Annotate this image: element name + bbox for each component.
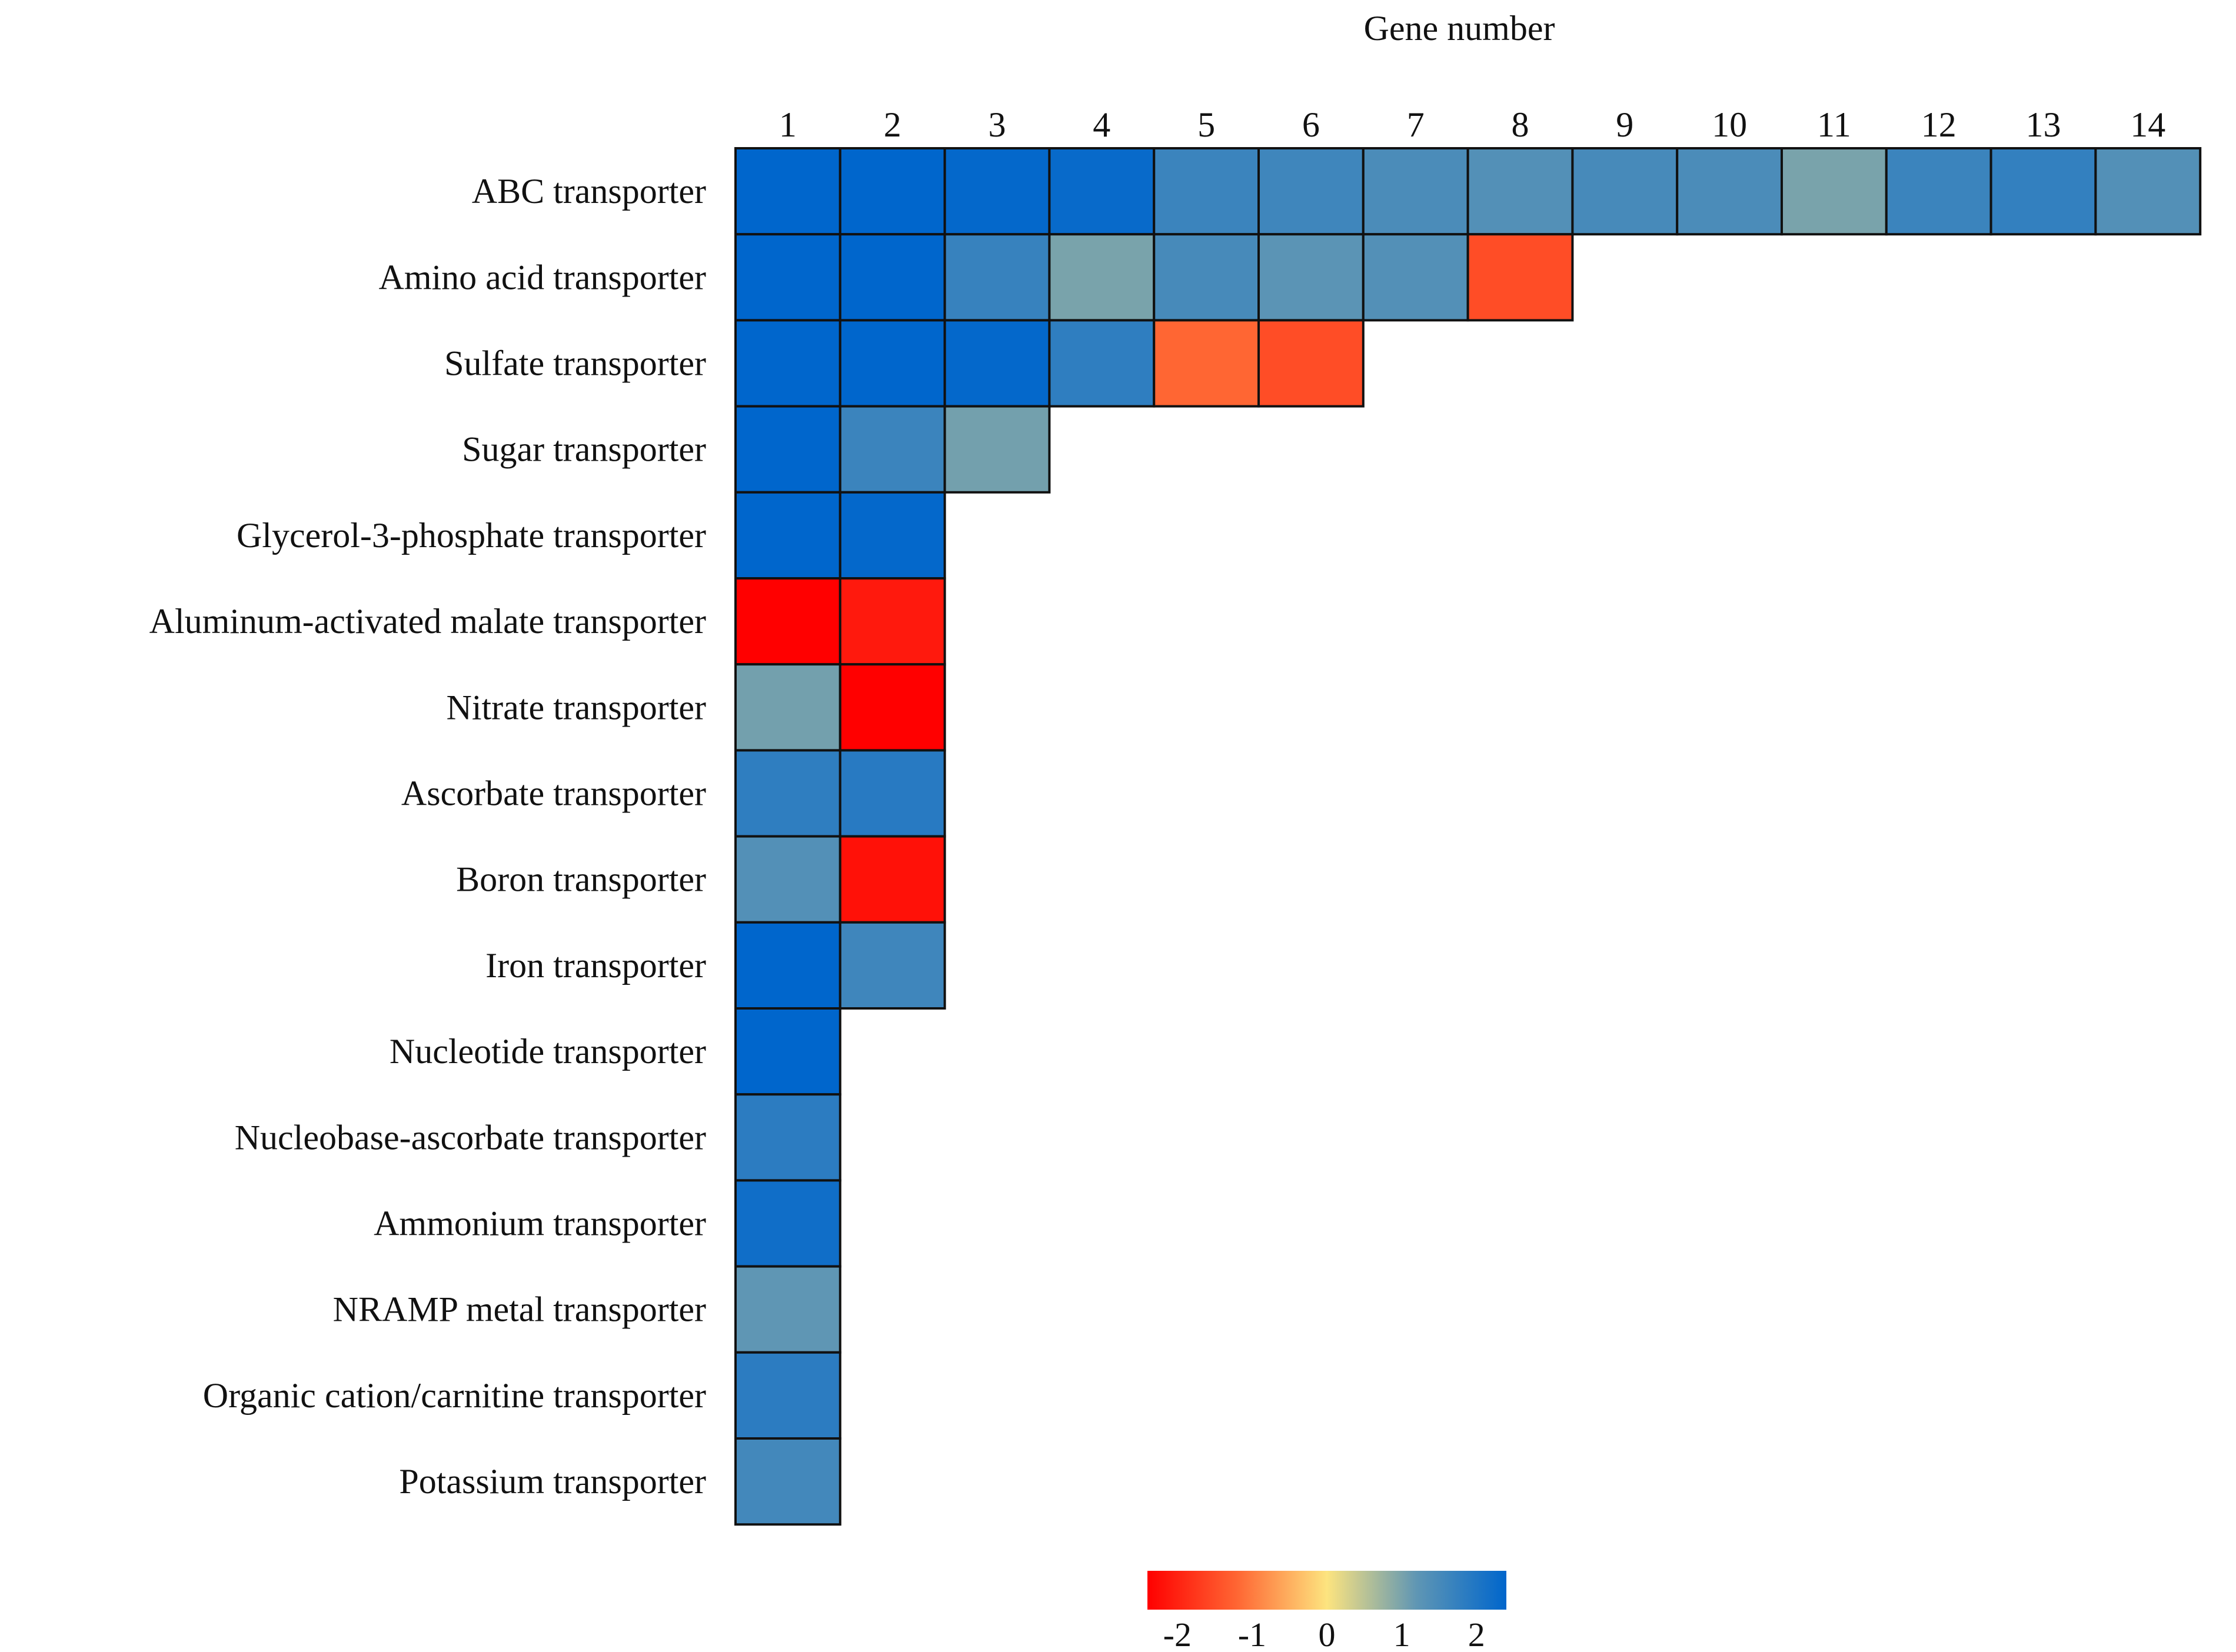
- heatmap-cell: [734, 147, 841, 236]
- row-label: Ascorbate transporter: [401, 774, 706, 813]
- heatmap-cell: [838, 491, 946, 579]
- heatmap-cell: [734, 1007, 841, 1096]
- colorbar: [1147, 1571, 1506, 1610]
- heatmap-cell: [838, 405, 946, 494]
- heatmap-cell: [734, 491, 841, 579]
- row-label: Nucleotide transporter: [390, 1032, 706, 1071]
- heatmap-cell: [1362, 147, 1469, 236]
- heatmap-cell: [838, 147, 946, 236]
- heatmap-cell: [734, 319, 841, 408]
- row-label: Sugar transporter: [462, 430, 706, 469]
- row-label: Nitrate transporter: [447, 688, 706, 727]
- heatmap-cells: [734, 147, 2202, 1526]
- heatmap-cell: [1676, 147, 1783, 236]
- heatmap-cell: [1257, 233, 1365, 322]
- colorbar-tick-label: 1: [1393, 1616, 1410, 1652]
- heatmap-cell: [838, 319, 946, 408]
- column-label: 8: [1512, 105, 1529, 144]
- column-label: 10: [1712, 105, 1747, 144]
- column-label: 11: [1817, 105, 1851, 144]
- heatmap-cell: [943, 147, 1051, 236]
- row-label: Nucleobase-ascorbate transporter: [235, 1118, 706, 1157]
- heatmap-cell: [1048, 233, 1156, 322]
- row-label: Potassium transporter: [399, 1462, 706, 1501]
- row-label: Aluminum-activated malate transporter: [149, 602, 706, 641]
- heatmap-cell: [1257, 319, 1365, 408]
- heatmap-cell: [1153, 233, 1260, 322]
- heatmap-cell: [838, 577, 946, 666]
- column-label: 14: [2130, 105, 2165, 144]
- heatmap-cell: [734, 233, 841, 322]
- heatmap-cell: [838, 835, 946, 924]
- colorbar-tick-label: 0: [1319, 1616, 1336, 1652]
- heatmap-cell: [734, 1179, 841, 1268]
- heatmap-cell: [943, 405, 1051, 494]
- heatmap-cell: [734, 835, 841, 924]
- column-label: 4: [1093, 105, 1110, 144]
- row-label: Ammonium transporter: [374, 1204, 706, 1243]
- row-labels: ABC transporter Amino acid transporter Sul…: [149, 172, 706, 1501]
- heatmap-cell: [734, 1093, 841, 1182]
- heatmap-cell: [1048, 319, 1156, 408]
- column-label: 1: [779, 105, 797, 144]
- heatmap-cell: [1466, 233, 1574, 322]
- x-axis-title: Gene number: [1364, 9, 1555, 48]
- heatmap-cell: [943, 319, 1051, 408]
- row-label: Organic cation/carnitine transporter: [203, 1376, 706, 1415]
- heatmap-cell: [734, 921, 841, 1010]
- row-label: NRAMP metal transporter: [333, 1290, 706, 1329]
- heatmap-cell: [734, 1351, 841, 1440]
- heatmap-cell: [1153, 147, 1260, 236]
- column-label: 3: [989, 105, 1006, 144]
- heatmap-cell: [1885, 147, 1992, 236]
- heatmap-cell: [734, 577, 841, 666]
- column-label: 7: [1407, 105, 1425, 144]
- heatmap-cell: [734, 663, 841, 752]
- row-label: Iron transporter: [485, 946, 706, 985]
- heatmap-cell: [838, 921, 946, 1010]
- heatmap-cell: [1153, 319, 1260, 408]
- column-label: 5: [1197, 105, 1215, 144]
- colorbar-tick-label: 2: [1468, 1616, 1485, 1652]
- heatmap-cell: [838, 233, 946, 322]
- heatmap-cell: [1257, 147, 1365, 236]
- heatmap-cell: [734, 1437, 841, 1526]
- colorbar-tick-label: -2: [1163, 1616, 1192, 1652]
- heatmap-cell: [1466, 147, 1574, 236]
- heatmap-cell: [734, 405, 841, 494]
- heatmap-cell: [1048, 147, 1156, 236]
- heatmap-cell: [2094, 147, 2202, 236]
- row-label: ABC transporter: [472, 172, 706, 211]
- heatmap-cell: [838, 663, 946, 752]
- column-label: 12: [1921, 105, 1956, 144]
- heatmap-cell: [838, 749, 946, 838]
- column-labels: 1 2 3 4 5 6 7 8 9 10 11 12 13 14: [779, 105, 2165, 144]
- row-label: Glycerol-3-phosphate transporter: [237, 516, 706, 555]
- heatmap-cell: [1362, 233, 1469, 322]
- column-label: 13: [2026, 105, 2061, 144]
- row-label: Sulfate transporter: [444, 344, 706, 383]
- colorbar-gradient: [1147, 1571, 1506, 1610]
- heatmap-cell: [1571, 147, 1679, 236]
- heatmap-cell: [734, 1265, 841, 1354]
- heatmap-cell: [734, 749, 841, 838]
- colorbar-tick-label: -1: [1238, 1616, 1266, 1652]
- row-label: Amino acid transporter: [379, 258, 707, 297]
- colorbar-ticks: -2 -1 0 1 2: [1163, 1616, 1485, 1652]
- column-label: 9: [1616, 105, 1633, 144]
- heatmap-cell: [1781, 147, 1888, 236]
- heatmap-cell: [1989, 147, 2097, 236]
- column-label: 2: [884, 105, 901, 144]
- row-label: Boron transporter: [456, 860, 706, 899]
- heatmap-cell: [943, 233, 1051, 322]
- column-label: 6: [1302, 105, 1320, 144]
